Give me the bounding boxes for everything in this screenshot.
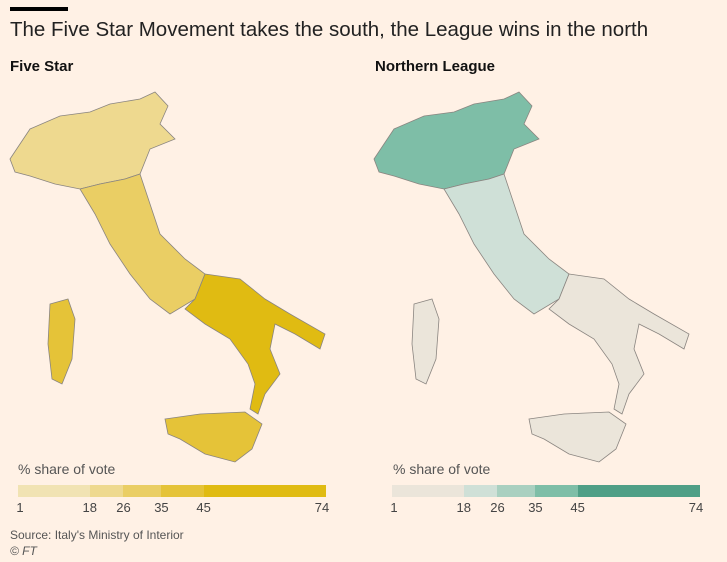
region-north (9, 91, 176, 190)
color-scale-segment (392, 485, 464, 497)
northern-league-map (373, 91, 690, 463)
source-note: Source: Italy's Ministry of Interior (10, 528, 184, 542)
scale-tick-label: 18 (82, 500, 97, 515)
scale-tick-label: 35 (528, 500, 543, 515)
scale-tick-label: 1 (16, 500, 24, 515)
scale-tick-label: 26 (116, 500, 131, 515)
scale-tick-label: 74 (314, 500, 330, 515)
color-scale-segment (161, 485, 204, 497)
scale-tick-label: 74 (688, 500, 704, 515)
scale-tick-label: 45 (196, 500, 211, 515)
color-scale-segment (89, 485, 124, 497)
title-accent-bar (10, 7, 68, 11)
northern-league-color-scale (392, 485, 700, 497)
region-north (373, 91, 540, 190)
color-scale-segment (535, 485, 578, 497)
scale-tick-label: 1 (390, 500, 398, 515)
five-star-map (9, 91, 326, 463)
five-star-legend-label: % share of vote (18, 461, 116, 477)
region-south (548, 273, 690, 415)
region-south (184, 273, 326, 415)
scale-tick-label: 45 (570, 500, 585, 515)
scale-tick-label: 26 (490, 500, 505, 515)
region-sicily (528, 411, 627, 463)
color-scale-segment (497, 485, 536, 497)
color-scale-segment (463, 485, 498, 497)
panel-title-five-star: Five Star (10, 58, 74, 75)
color-scale-segment (203, 485, 326, 497)
region-sicily (164, 411, 263, 463)
northern-league-legend-label: % share of vote (393, 461, 491, 477)
five-star-color-scale (18, 485, 326, 497)
region-center (443, 173, 570, 315)
scale-tick-label: 35 (154, 500, 169, 515)
color-scale-segment (123, 485, 162, 497)
color-scale-segment (18, 485, 90, 497)
ft-credit: © FT (10, 544, 37, 558)
region-sardinia (411, 298, 440, 385)
panel-title-northern-league: Northern League (375, 58, 496, 75)
chart-title: The Five Star Movement takes the south, … (10, 18, 649, 41)
region-sardinia (47, 298, 76, 385)
scale-tick-label: 18 (456, 500, 471, 515)
region-center (79, 173, 206, 315)
color-scale-segment (577, 485, 700, 497)
